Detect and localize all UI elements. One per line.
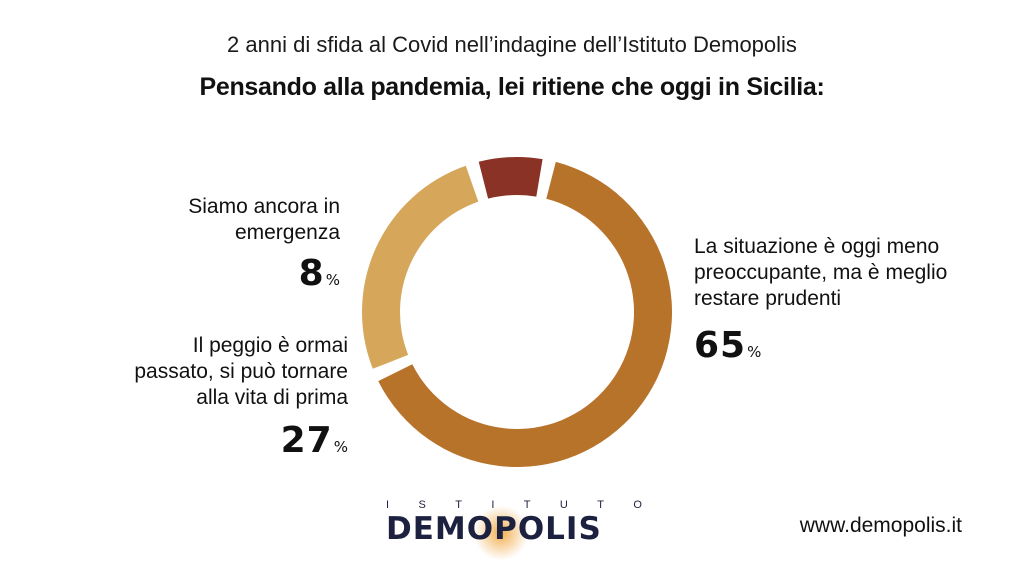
label-meno-preoccupante: La situazione è oggi meno preoccupante, … bbox=[694, 234, 1014, 312]
logo-letter: T bbox=[523, 499, 531, 511]
website-link[interactable]: www.demopolis.it bbox=[799, 514, 962, 537]
label-line: restare prudenti bbox=[694, 287, 842, 310]
slice-peggio-passato bbox=[362, 165, 479, 369]
value-number: 27 bbox=[280, 420, 333, 461]
chart-title: Pensando alla pandemia, lei ritiene che … bbox=[199, 73, 825, 101]
value-number: 8 bbox=[298, 253, 325, 294]
slice-emergenza bbox=[478, 157, 543, 199]
label-line: Il peggio è ormai bbox=[192, 334, 348, 357]
label-line: preoccupante, ma è meglio bbox=[694, 261, 948, 284]
value-27: 27% bbox=[188, 421, 348, 467]
logo-letter: U bbox=[559, 499, 568, 511]
label-line: alla vita di prima bbox=[196, 386, 348, 409]
chart-subtitle: 2 anni di sfida al Covid nell’indagine d… bbox=[227, 32, 797, 57]
logo-letter: I bbox=[386, 499, 390, 511]
label-line: passato, si può tornare bbox=[134, 360, 348, 383]
value-8: 8% bbox=[180, 254, 340, 300]
logo-demopolis: DEMOPOLIS bbox=[386, 511, 602, 547]
logo-letter: I bbox=[491, 499, 495, 511]
logo-letter: T bbox=[455, 499, 462, 511]
logo-letter: O bbox=[633, 499, 642, 511]
label-line: emergenza bbox=[234, 221, 340, 244]
value-number: 65 bbox=[694, 325, 747, 366]
label-peggio-passato: Il peggio è ormai passato, si può tornar… bbox=[60, 333, 348, 411]
value-65: 65% bbox=[694, 326, 761, 372]
logo-glow bbox=[474, 506, 528, 560]
percent-sign: % bbox=[333, 438, 348, 456]
label-emergenza: Siamo ancora in emergenza bbox=[90, 194, 340, 246]
percent-sign: % bbox=[747, 343, 762, 361]
donut-chart bbox=[362, 157, 672, 467]
percent-sign: % bbox=[325, 271, 340, 289]
logo-letter: S bbox=[418, 499, 426, 511]
label-line: La situazione è oggi meno bbox=[694, 235, 940, 258]
label-line: Siamo ancora in bbox=[188, 195, 340, 218]
logo-letter: T bbox=[597, 499, 604, 511]
